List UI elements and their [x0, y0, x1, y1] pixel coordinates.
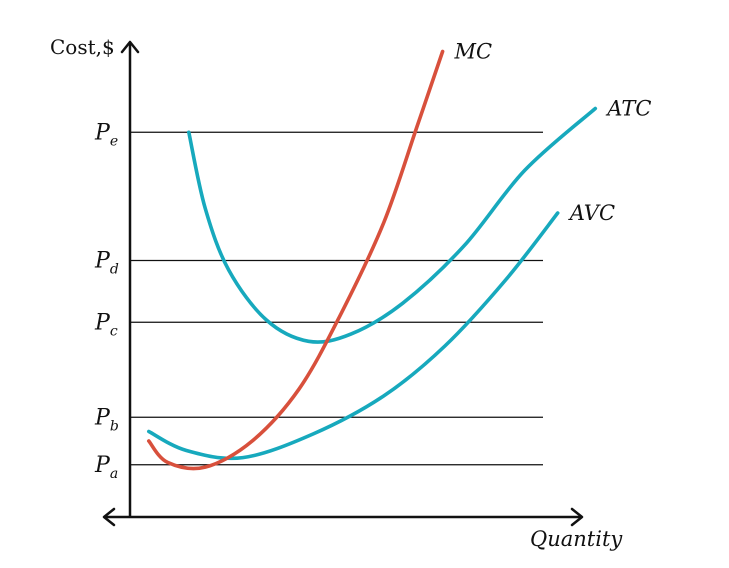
curve-labels: MC ATC AVC — [454, 40, 652, 226]
tick-label-pc: Pc — [94, 310, 118, 339]
x-axis-label: Quantity — [530, 527, 623, 551]
tick-label-pd: Pd — [94, 249, 119, 278]
tick-label-pe: Pe — [94, 120, 118, 149]
x-axis-arrow-left — [102, 507, 116, 527]
price-tick-labels: Pe Pd Pc Pb Pa — [94, 120, 119, 482]
cost-curves — [147, 49, 598, 471]
tick-label-pa: Pa — [94, 453, 118, 482]
curve-mc — [147, 49, 445, 471]
curve-label-avc: AVC — [568, 201, 615, 225]
curve-label-mc: MC — [454, 40, 493, 64]
curve-avc — [147, 211, 560, 461]
y-axis-label: Cost,$ — [50, 35, 115, 59]
x-axis-arrow-right — [570, 507, 584, 527]
curve-atc — [187, 106, 598, 344]
price-level-lines — [130, 131, 543, 466]
y-axis-arrow — [120, 40, 140, 54]
tick-label-pb: Pb — [94, 405, 119, 434]
curve-label-atc: ATC — [605, 97, 651, 121]
